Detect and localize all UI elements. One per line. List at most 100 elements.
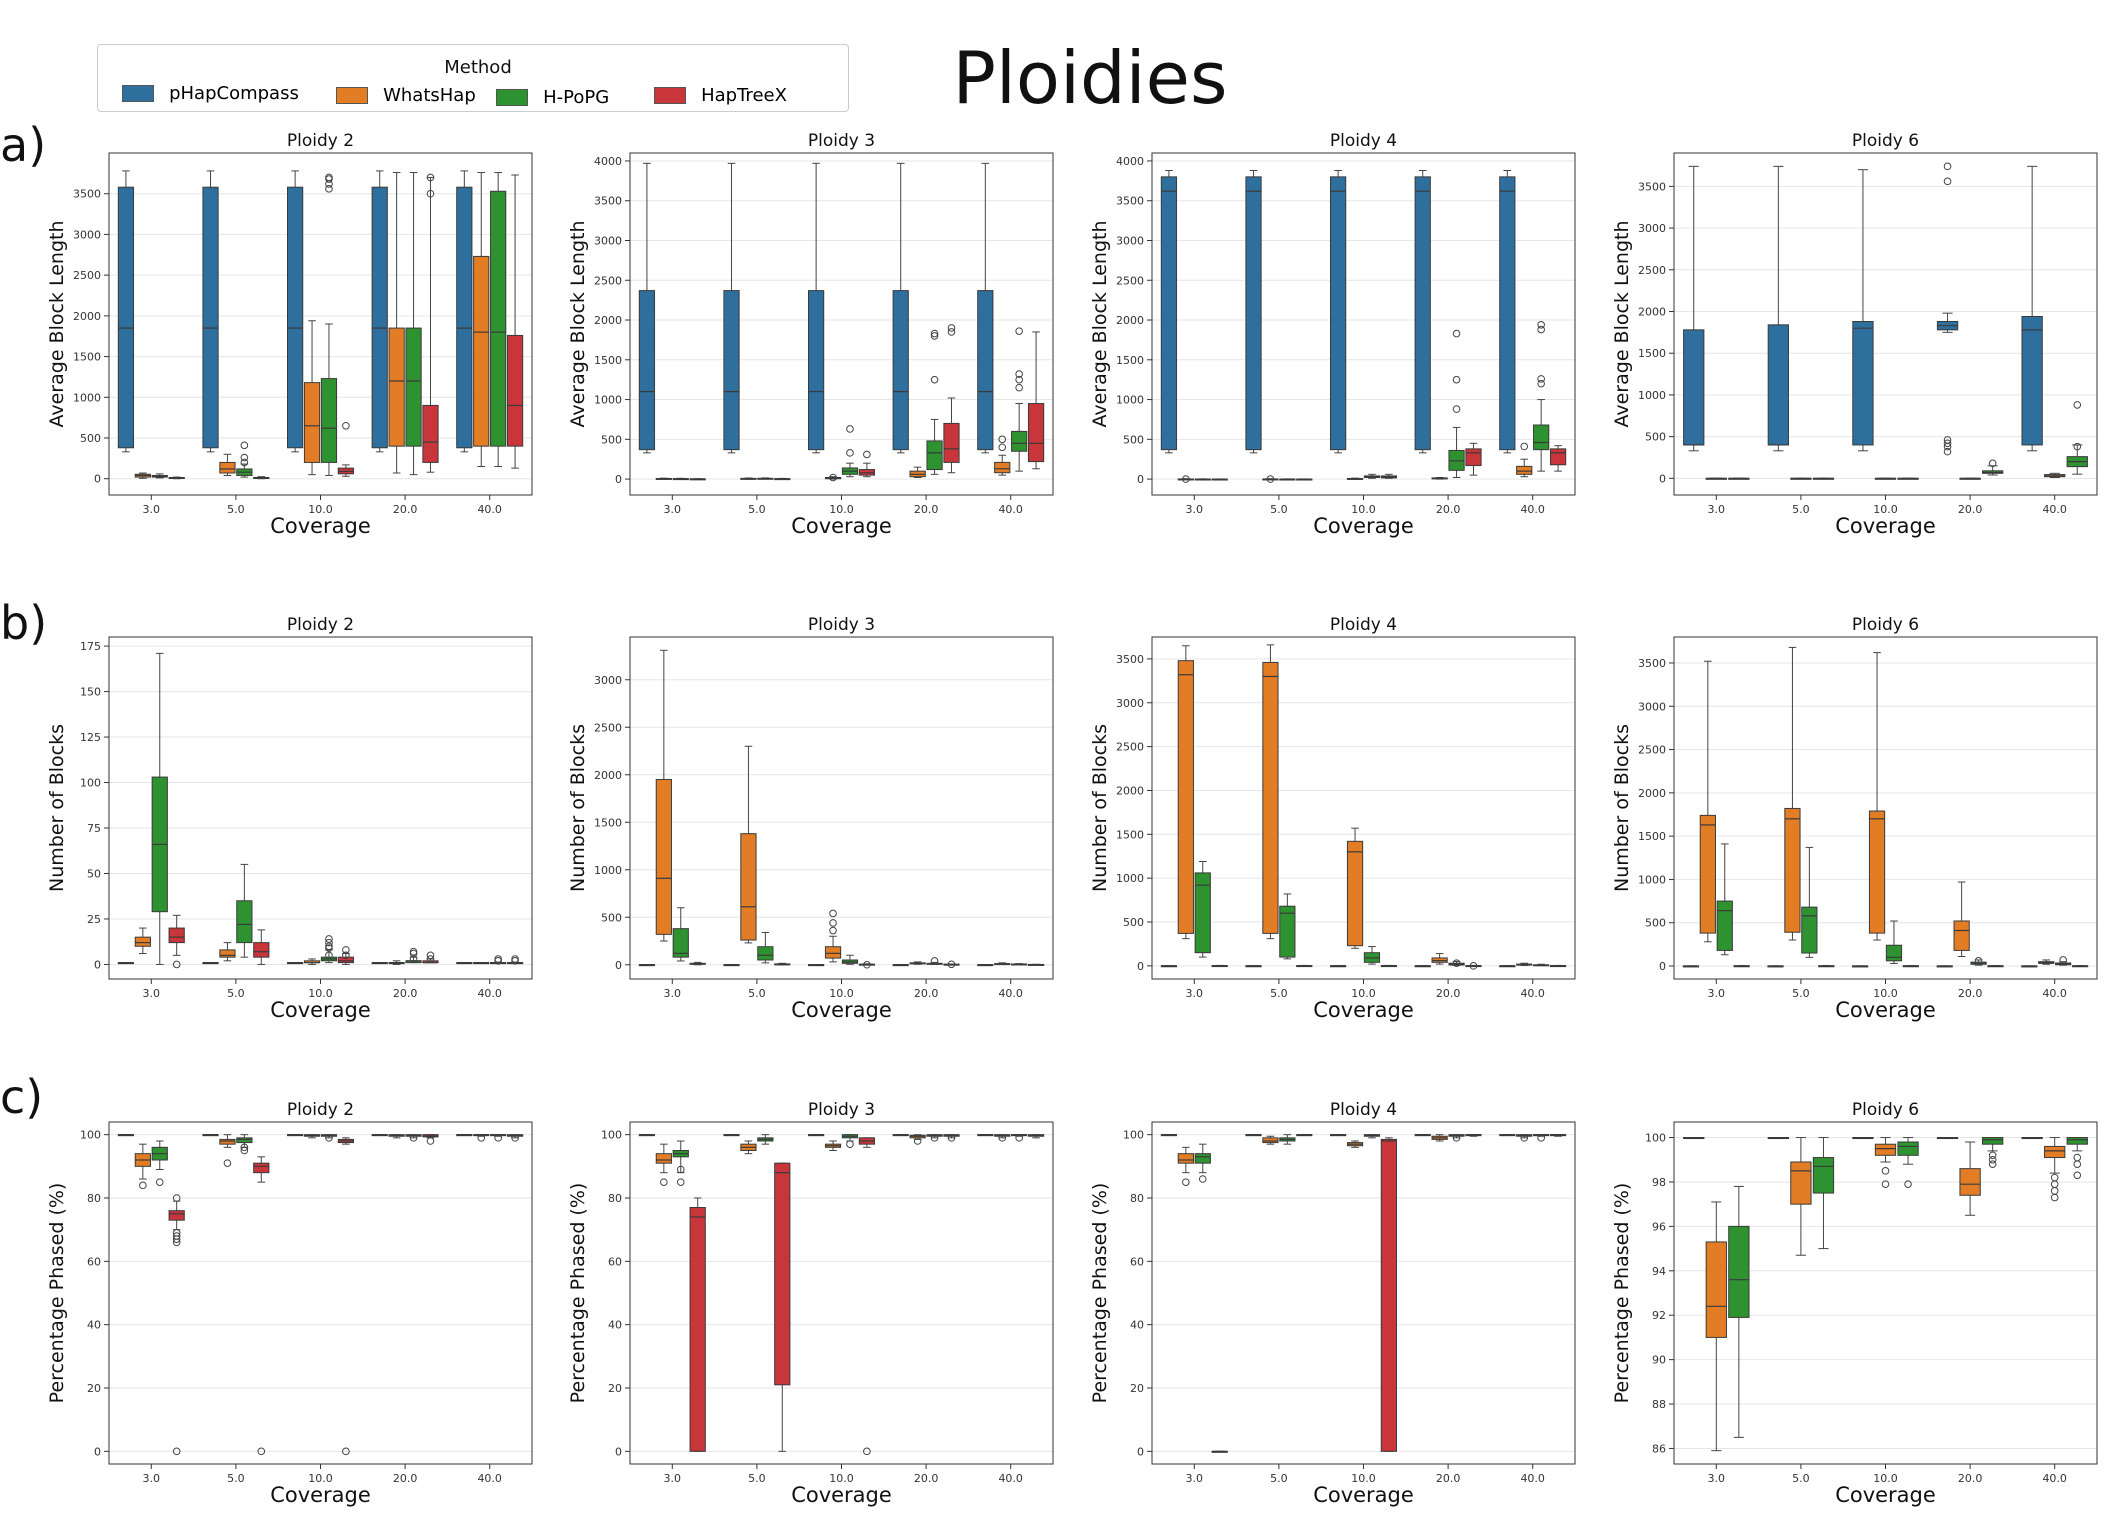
x-tick-label: 3.0 [664, 503, 682, 516]
box-haptreex [168, 927, 185, 944]
row-label-a: a) [0, 118, 47, 172]
outlier-point [2050, 1173, 2059, 1182]
legend-entry-phapcompass[interactable]: pHapCompass [122, 83, 299, 104]
legend-entry-whatshap[interactable]: WhatsHap [336, 85, 476, 106]
outlier-point [1943, 439, 1952, 448]
x-axis-label: Coverage [791, 1483, 892, 1507]
x-axis-label: Coverage [270, 1483, 371, 1507]
outlier-point [494, 955, 502, 963]
x-tick-label: 20.0 [393, 987, 418, 1000]
box-haptreex [253, 942, 270, 958]
outlier-point [155, 1178, 164, 1186]
outlier-point [325, 951, 333, 960]
outlier-point [2073, 1171, 2082, 1180]
y-tick-label: 3000 [1638, 222, 1666, 235]
legend-entry-haptreex[interactable]: HapTreeX [654, 85, 787, 106]
outlier-point [325, 185, 333, 193]
y-tick-label: 1500 [1638, 830, 1666, 843]
y-tick-label: 100 [1645, 1132, 1666, 1145]
y-tick-label: 1500 [1116, 354, 1144, 367]
y-tick-label: 2500 [1116, 741, 1144, 754]
outlier-point [1015, 370, 1023, 378]
legend-label: pHapCompass [169, 83, 299, 104]
outlier-point [1537, 1134, 1545, 1142]
plot-frame [629, 636, 1054, 980]
box-h-popg [236, 1137, 253, 1144]
outlier-point [1469, 962, 1478, 970]
outlier-point [863, 960, 871, 969]
x-tick-label: 10.0 [1873, 987, 1898, 1000]
x-axis-label: Coverage [270, 998, 371, 1022]
outlier-point [172, 1229, 181, 1237]
outlier-point [829, 909, 837, 918]
x-tick-label: 40.0 [998, 987, 1023, 1000]
box-phapcompass [371, 186, 388, 449]
box-haptreex [943, 422, 960, 463]
x-tick-label: 10.0 [1351, 1472, 1376, 1485]
outlier-point [947, 324, 956, 332]
outlier-point [1974, 957, 1983, 965]
box-haptreex [337, 956, 354, 964]
x-tick-label: 20.0 [1958, 1472, 1983, 1485]
x-axis-label: Coverage [1313, 998, 1414, 1022]
box-whatshap [1784, 807, 1801, 933]
outlier-point [426, 955, 435, 963]
chart-panel: 0 25 50 75 100 125 150 175 3.0 5.0 10.0 20.0 40.0 Plo… [46, 615, 533, 1022]
outlier-point [409, 955, 418, 963]
x-tick-label: 5.0 [227, 1472, 245, 1485]
y-tick-label: 0 [1137, 473, 1144, 486]
box-whatshap [1262, 1137, 1279, 1144]
x-axis-label: Coverage [270, 514, 371, 538]
box-whatshap [1516, 465, 1533, 475]
outlier-point [240, 453, 249, 462]
x-tick-label: 20.0 [914, 503, 939, 516]
x-tick-label: 5.0 [1792, 503, 1810, 516]
row-label-c: c) [0, 1070, 44, 1124]
y-tick-label: 3500 [1638, 180, 1666, 193]
chart-panel: 86 88 90 92 94 96 98 100 3.0 5.0 10.0 20.0 40.0 Ploid… [1611, 1100, 2098, 1507]
x-tick-label: 3.0 [664, 1472, 682, 1485]
outlier-point [1943, 162, 1952, 171]
y-tick-label: 20 [608, 1382, 622, 1395]
y-tick-label: 0 [615, 1445, 622, 1458]
y-tick-label: 3000 [594, 234, 622, 247]
chart-panel: 0 20 40 60 80 100 3.0 5.0 10.0 20.0 40.0 Ploidy 4 Co… [1089, 1100, 1576, 1507]
legend-label: H-PoPG [543, 87, 610, 108]
outlier-point [1881, 1180, 1890, 1188]
box-haptreex [422, 404, 439, 463]
y-tick-label: 92 [1652, 1309, 1666, 1322]
box-whatshap [1262, 661, 1279, 934]
y-tick-label: 3500 [1116, 195, 1144, 208]
y-tick-label: 86 [1652, 1442, 1666, 1455]
outlier-point [240, 1146, 249, 1155]
outlier-point [325, 935, 333, 943]
panel-title: Ploidy 3 [808, 1100, 875, 1120]
outlier-point [1943, 177, 1952, 186]
x-tick-label: 3.0 [143, 503, 161, 516]
box-phapcompass [723, 290, 740, 451]
box-h-popg [1812, 1157, 1835, 1194]
outlier-point [2073, 1160, 2082, 1168]
x-tick-label: 20.0 [1958, 503, 1983, 516]
x-tick-label: 10.0 [829, 503, 854, 516]
box-whatshap [655, 779, 672, 935]
x-tick-label: 5.0 [1270, 1472, 1288, 1485]
x-tick-label: 5.0 [748, 987, 766, 1000]
y-axis-label: Average Block Length [46, 220, 68, 427]
outlier-point [1943, 447, 1952, 456]
box-phapcompass [1499, 176, 1516, 451]
y-tick-label: 1000 [1116, 872, 1144, 885]
box-h-popg [672, 928, 689, 958]
outlier-point [409, 1134, 418, 1142]
x-tick-label: 20.0 [1436, 987, 1461, 1000]
y-tick-label: 80 [608, 1192, 622, 1205]
y-tick-label: 1500 [1638, 347, 1666, 360]
outlier-point [1452, 375, 1461, 384]
outlier-point [1520, 442, 1529, 451]
box-whatshap [1874, 1143, 1897, 1156]
y-tick-label: 500 [80, 432, 101, 445]
box-whatshap [1699, 814, 1716, 934]
legend-entry-hpopg[interactable]: H-PoPG [496, 87, 609, 108]
outlier-point [139, 1181, 147, 1190]
outlier-point [342, 421, 350, 430]
